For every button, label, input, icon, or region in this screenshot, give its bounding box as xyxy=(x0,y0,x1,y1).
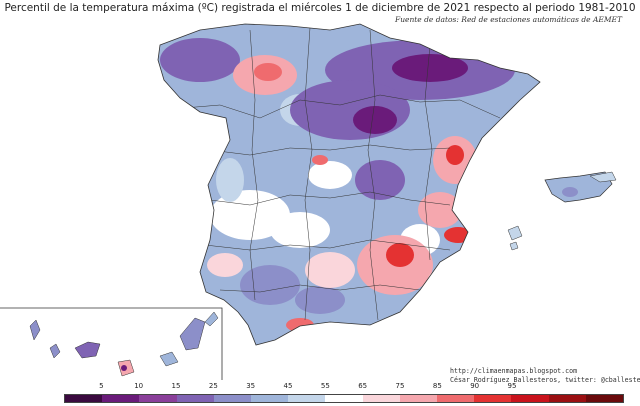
legend-tick-label: 85 xyxy=(432,382,442,390)
legend-cell xyxy=(139,395,177,402)
balearic-islands xyxy=(507,171,617,251)
legend-tick-label: 90 xyxy=(470,382,480,390)
legend-cell xyxy=(362,395,400,402)
legend-cell xyxy=(251,395,289,402)
legend-tick-label: 5 xyxy=(99,382,104,390)
legend-tick-label: 35 xyxy=(246,382,256,390)
legend-cell xyxy=(511,395,549,402)
legend-tick-label: 95 xyxy=(507,382,517,390)
legend-tick-label: 25 xyxy=(208,382,218,390)
spain-outline xyxy=(157,23,541,346)
legend-tick-label: 65 xyxy=(358,382,368,390)
legend-cell xyxy=(548,395,586,402)
legend-cell xyxy=(65,395,103,402)
legend-cell xyxy=(437,395,475,402)
legend-tick-label: 10 xyxy=(134,382,144,390)
legend-tick-label: 75 xyxy=(395,382,405,390)
mainland-spain xyxy=(158,24,540,345)
map-subtitle: Fuente de datos: Red de estaciones autom… xyxy=(394,15,622,24)
credit-author: César Rodríguez Ballesteros, twitter: @c… xyxy=(450,376,640,384)
legend-cell xyxy=(585,395,624,402)
legend-cell xyxy=(288,395,326,402)
canary-islands-inset xyxy=(0,307,223,380)
legend-tick-label: 15 xyxy=(171,382,181,390)
legend-tick-label: 45 xyxy=(283,382,293,390)
legend-cell xyxy=(399,395,438,402)
legend-cell xyxy=(325,395,363,402)
credit-url: http://climaenmapas.blogspot.com xyxy=(450,367,578,375)
legend-tick-label: 55 xyxy=(320,382,330,390)
legend-cell xyxy=(102,395,140,402)
legend-cell xyxy=(176,395,214,402)
legend-color-bar xyxy=(64,394,624,403)
legend-cell xyxy=(474,395,512,402)
map-title: Percentil de la temperatura máxima (ºC) … xyxy=(4,2,636,14)
legend-cell xyxy=(213,395,252,402)
